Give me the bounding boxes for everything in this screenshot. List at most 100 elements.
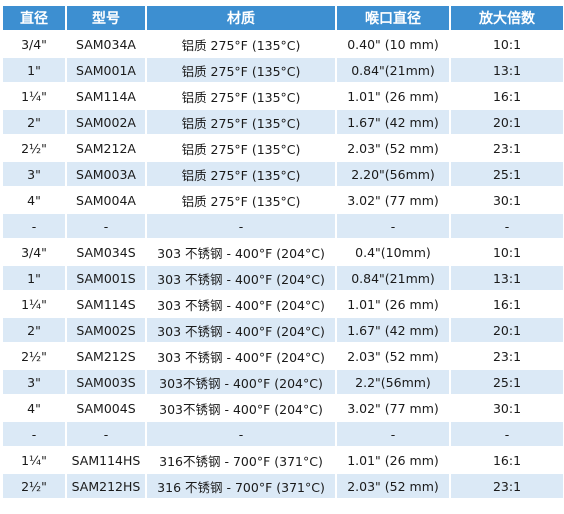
cell-throat-diameter: 2.03" (52 mm): [337, 344, 449, 368]
cell-model: SAM212HS: [67, 474, 145, 498]
table-row: 2" SAM002S 303 不锈钢 - 400°F (204°C) 1.67" (4…: [3, 318, 563, 342]
cell-throat-diameter: 1.67" (42 mm): [337, 110, 449, 134]
cell-diameter: 3/4": [3, 32, 65, 56]
table-row: 2½" SAM212A 铝质 275°F (135°C) 2.03" (52 mm) 2…: [3, 136, 563, 160]
cell-magnification: 10:1: [451, 240, 563, 264]
cell-diameter: 1": [3, 58, 65, 82]
cell-material: 铝质 275°F (135°C): [147, 162, 335, 186]
cell-diameter: 2½": [3, 344, 65, 368]
cell-material: 316 不锈钢 - 700°F (371°C): [147, 474, 335, 498]
cell-diameter: 1": [3, 266, 65, 290]
cell-material: 303不锈钢 - 400°F (204°C): [147, 396, 335, 420]
cell-model: SAM003S: [67, 370, 145, 394]
cell-throat-diameter: 1.01" (26 mm): [337, 448, 449, 472]
cell-material: 铝质 275°F (135°C): [147, 110, 335, 134]
table-row: -----: [3, 422, 563, 446]
cell-throat-diameter: -: [337, 214, 449, 238]
cell-model: SAM001A: [67, 58, 145, 82]
cell-material: 303 不锈钢 - 400°F (204°C): [147, 318, 335, 342]
cell-diameter: 2½": [3, 474, 65, 498]
cell-throat-diameter: 1.67" (42 mm): [337, 318, 449, 342]
cell-material: -: [147, 214, 335, 238]
table-row: 3" SAM003A 铝质 275°F (135°C) 2.20"(56mm) 25:1: [3, 162, 563, 186]
cell-throat-diameter: 1.01" (26 mm): [337, 84, 449, 108]
cell-material: 铝质 275°F (135°C): [147, 188, 335, 212]
cell-magnification: 16:1: [451, 292, 563, 316]
spec-table-container: 直径 型号 材质 喉口直径 放大倍数 3/4" SAM034A 铝质 275°F (…: [1, 4, 563, 500]
cell-magnification: 16:1: [451, 448, 563, 472]
cell-diameter: 3/4": [3, 240, 65, 264]
cell-diameter: 1¼": [3, 84, 65, 108]
cell-magnification: 25:1: [451, 162, 563, 186]
cell-material: 铝质 275°F (135°C): [147, 32, 335, 56]
table-row: 3" SAM003S 303不锈钢 - 400°F (204°C) 2.2"(56mm…: [3, 370, 563, 394]
cell-magnification: 13:1: [451, 58, 563, 82]
header-throat-diameter: 喉口直径: [337, 6, 449, 30]
cell-throat-diameter: 2.03" (52 mm): [337, 474, 449, 498]
table-header-row: 直径 型号 材质 喉口直径 放大倍数: [3, 6, 563, 30]
header-material: 材质: [147, 6, 335, 30]
cell-model: SAM034A: [67, 32, 145, 56]
cell-diameter: 4": [3, 396, 65, 420]
cell-throat-diameter: 0.4"(10mm): [337, 240, 449, 264]
header-magnification: 放大倍数: [451, 6, 563, 30]
cell-diameter: 2½": [3, 136, 65, 160]
cell-material: -: [147, 422, 335, 446]
table-row: 1¼" SAM114S 303 不锈钢 - 400°F (204°C) 1.01" (…: [3, 292, 563, 316]
cell-throat-diameter: 0.84"(21mm): [337, 266, 449, 290]
cell-throat-diameter: 0.84"(21mm): [337, 58, 449, 82]
cell-model: SAM212S: [67, 344, 145, 368]
cell-magnification: 25:1: [451, 370, 563, 394]
cell-model: SAM001S: [67, 266, 145, 290]
cell-diameter: 1¼": [3, 292, 65, 316]
cell-material: 铝质 275°F (135°C): [147, 136, 335, 160]
cell-model: SAM002A: [67, 110, 145, 134]
cell-throat-diameter: 2.03" (52 mm): [337, 136, 449, 160]
cell-material: 303 不锈钢 - 400°F (204°C): [147, 266, 335, 290]
cell-model: SAM212A: [67, 136, 145, 160]
cell-magnification: -: [451, 214, 563, 238]
table-row: 3/4" SAM034A 铝质 275°F (135°C) 0.40" (10 mm)…: [3, 32, 563, 56]
table-row: 1¼" SAM114A 铝质 275°F (135°C) 1.01" (26 mm) 1…: [3, 84, 563, 108]
cell-magnification: 16:1: [451, 84, 563, 108]
table-row: 2½" SAM212HS 316 不锈钢 - 700°F (371°C) 2.03" …: [3, 474, 563, 498]
cell-diameter: 1¼": [3, 448, 65, 472]
cell-model: -: [67, 214, 145, 238]
cell-magnification: 23:1: [451, 344, 563, 368]
header-model: 型号: [67, 6, 145, 30]
table-row: 2" SAM002A 铝质 275°F (135°C) 1.67" (42 mm) 20…: [3, 110, 563, 134]
cell-diameter: -: [3, 214, 65, 238]
header-diameter: 直径: [3, 6, 65, 30]
cell-magnification: 30:1: [451, 188, 563, 212]
table-row: -----: [3, 214, 563, 238]
cell-magnification: 23:1: [451, 136, 563, 160]
cell-model: -: [67, 422, 145, 446]
table-row: 1¼" SAM114HS 316不锈钢 - 700°F (371°C) 1.01" (…: [3, 448, 563, 472]
table-row: 1" SAM001S 303 不锈钢 - 400°F (204°C) 0.84"(21…: [3, 266, 563, 290]
cell-magnification: 10:1: [451, 32, 563, 56]
cell-model: SAM114S: [67, 292, 145, 316]
spec-table: 直径 型号 材质 喉口直径 放大倍数 3/4" SAM034A 铝质 275°F (…: [1, 4, 564, 500]
cell-magnification: 20:1: [451, 318, 563, 342]
cell-model: SAM004S: [67, 396, 145, 420]
table-row: 3/4" SAM034S 303 不锈钢 - 400°F (204°C) 0.4"(1…: [3, 240, 563, 264]
cell-magnification: 13:1: [451, 266, 563, 290]
cell-material: 303 不锈钢 - 400°F (204°C): [147, 240, 335, 264]
cell-diameter: 2": [3, 110, 65, 134]
cell-throat-diameter: 3.02" (77 mm): [337, 396, 449, 420]
cell-diameter: 3": [3, 370, 65, 394]
table-row: 2½" SAM212S 303 不锈钢 - 400°F (204°C) 2.03" (…: [3, 344, 563, 368]
cell-model: SAM114HS: [67, 448, 145, 472]
cell-magnification: 30:1: [451, 396, 563, 420]
cell-material: 303不锈钢 - 400°F (204°C): [147, 370, 335, 394]
cell-material: 铝质 275°F (135°C): [147, 84, 335, 108]
cell-throat-diameter: 3.02" (77 mm): [337, 188, 449, 212]
cell-model: SAM114A: [67, 84, 145, 108]
cell-diameter: -: [3, 422, 65, 446]
table-row: 4" SAM004A 铝质 275°F (135°C) 3.02" (77 mm) 30…: [3, 188, 563, 212]
cell-diameter: 2": [3, 318, 65, 342]
cell-magnification: -: [451, 422, 563, 446]
cell-material: 316不锈钢 - 700°F (371°C): [147, 448, 335, 472]
cell-material: 303 不锈钢 - 400°F (204°C): [147, 292, 335, 316]
cell-magnification: 20:1: [451, 110, 563, 134]
